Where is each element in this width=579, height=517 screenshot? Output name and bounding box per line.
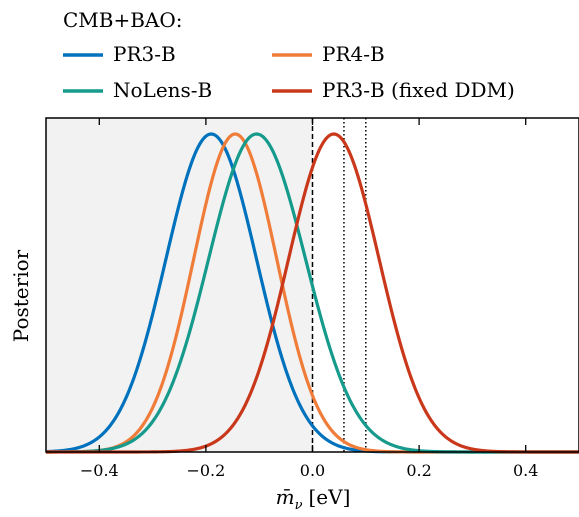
legend-entry: PR3-B	[63, 42, 176, 66]
legend-label: NoLens-B	[113, 78, 212, 102]
legend-label: PR4-B	[322, 42, 385, 66]
reference-lines	[311, 118, 367, 452]
x-tick-label: −0.4	[80, 461, 119, 480]
shaded-region	[46, 118, 313, 452]
x-tick-label: 0.4	[513, 461, 538, 480]
plot-area: −0.4 −0.2 0.0 0.2 0.4	[45, 117, 579, 480]
legend-title: CMB+BAO:	[63, 8, 183, 32]
legend: CMB+BAO: PR3-B PR4-B NoLens-B PR3-B (fixed …	[63, 8, 515, 102]
legend-entry: PR4-B	[272, 42, 385, 66]
x-axis-label-subscript: ν	[295, 498, 303, 513]
x-axis-label-unit: [eV]	[308, 485, 350, 509]
x-axis-label: m̄ν [eV]	[276, 485, 351, 513]
x-tick-label: 0.0	[300, 461, 325, 480]
x-tick-label: 0.2	[406, 461, 431, 480]
x-axis-label-symbol: m̄	[276, 485, 295, 509]
legend-entry: NoLens-B	[63, 78, 212, 102]
y-axis-label: Posterior	[9, 249, 33, 342]
x-tick-label: −0.2	[186, 461, 225, 480]
x-axis-ticks: −0.4 −0.2 0.0 0.2 0.4	[80, 118, 538, 480]
legend-label: PR3-B	[113, 42, 176, 66]
legend-label: PR3-B (fixed DDM)	[322, 78, 515, 102]
legend-entry: PR3-B (fixed DDM)	[272, 78, 515, 102]
legend-entries: PR3-B PR4-B NoLens-B PR3-B (fixed DDM)	[63, 42, 515, 102]
